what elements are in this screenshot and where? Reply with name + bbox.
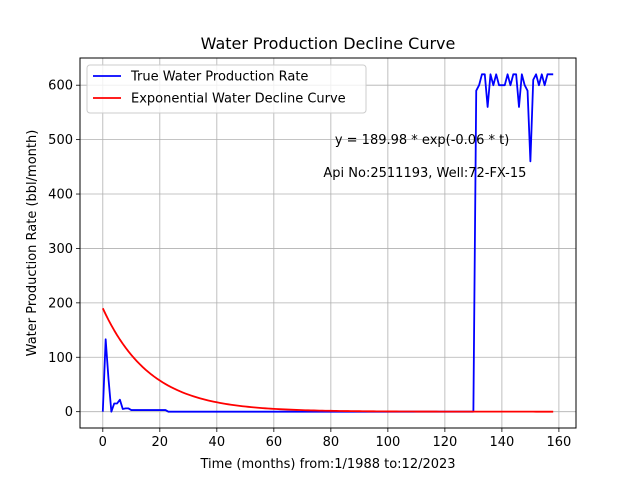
axis-ticks: 0 20 40 60 80 100 120 140 160 0 100 200 300 400 500 600 xyxy=(48,79,571,450)
legend-label: Exponential Water Decline Curve xyxy=(131,92,346,107)
series-line-1 xyxy=(101,73,554,413)
x-tick-label: 40 xyxy=(209,435,226,450)
x-tick-label: 60 xyxy=(266,435,283,450)
x-tick-label: 120 xyxy=(432,435,457,450)
y-axis-label: Water Production Rate (bbl/month) xyxy=(25,130,40,357)
plot-frame xyxy=(79,57,577,429)
x-tick-label: 20 xyxy=(152,435,169,450)
annotations: y = 189.98 * exp(-0.06 * t) Api No:251119… xyxy=(323,133,526,181)
x-tick-label: 160 xyxy=(546,435,571,450)
y-tick-label: 200 xyxy=(48,296,73,311)
legend-label: True Water Production Rate xyxy=(130,70,308,85)
y-tick-label: 0 xyxy=(65,405,73,420)
series-line-2 xyxy=(101,307,554,413)
x-tick-label: 100 xyxy=(375,435,400,450)
legend-box xyxy=(86,64,367,114)
x-tick-label: 0 xyxy=(99,435,107,450)
chart-title: Water Production Decline Curve xyxy=(201,34,456,53)
y-tick-label: 300 xyxy=(48,242,73,257)
x-tick-label: 80 xyxy=(323,435,340,450)
y-tick-label: 500 xyxy=(48,133,73,148)
y-tick-label: 100 xyxy=(48,351,73,366)
annotation-text: Api No:2511193, Well:72-FX-15 xyxy=(323,166,526,181)
annotation-text: y = 189.98 * exp(-0.06 * t) xyxy=(335,133,509,148)
grid xyxy=(80,58,576,428)
x-tick-label: 140 xyxy=(489,435,514,450)
plot-series xyxy=(101,73,554,413)
y-tick-label: 400 xyxy=(48,188,73,203)
y-tick-label: 600 xyxy=(48,79,73,94)
x-axis-label: Time (months) from:1/1988 to:12/2023 xyxy=(199,457,455,472)
legend: True Water Production Rate Exponential Wa… xyxy=(86,64,367,114)
